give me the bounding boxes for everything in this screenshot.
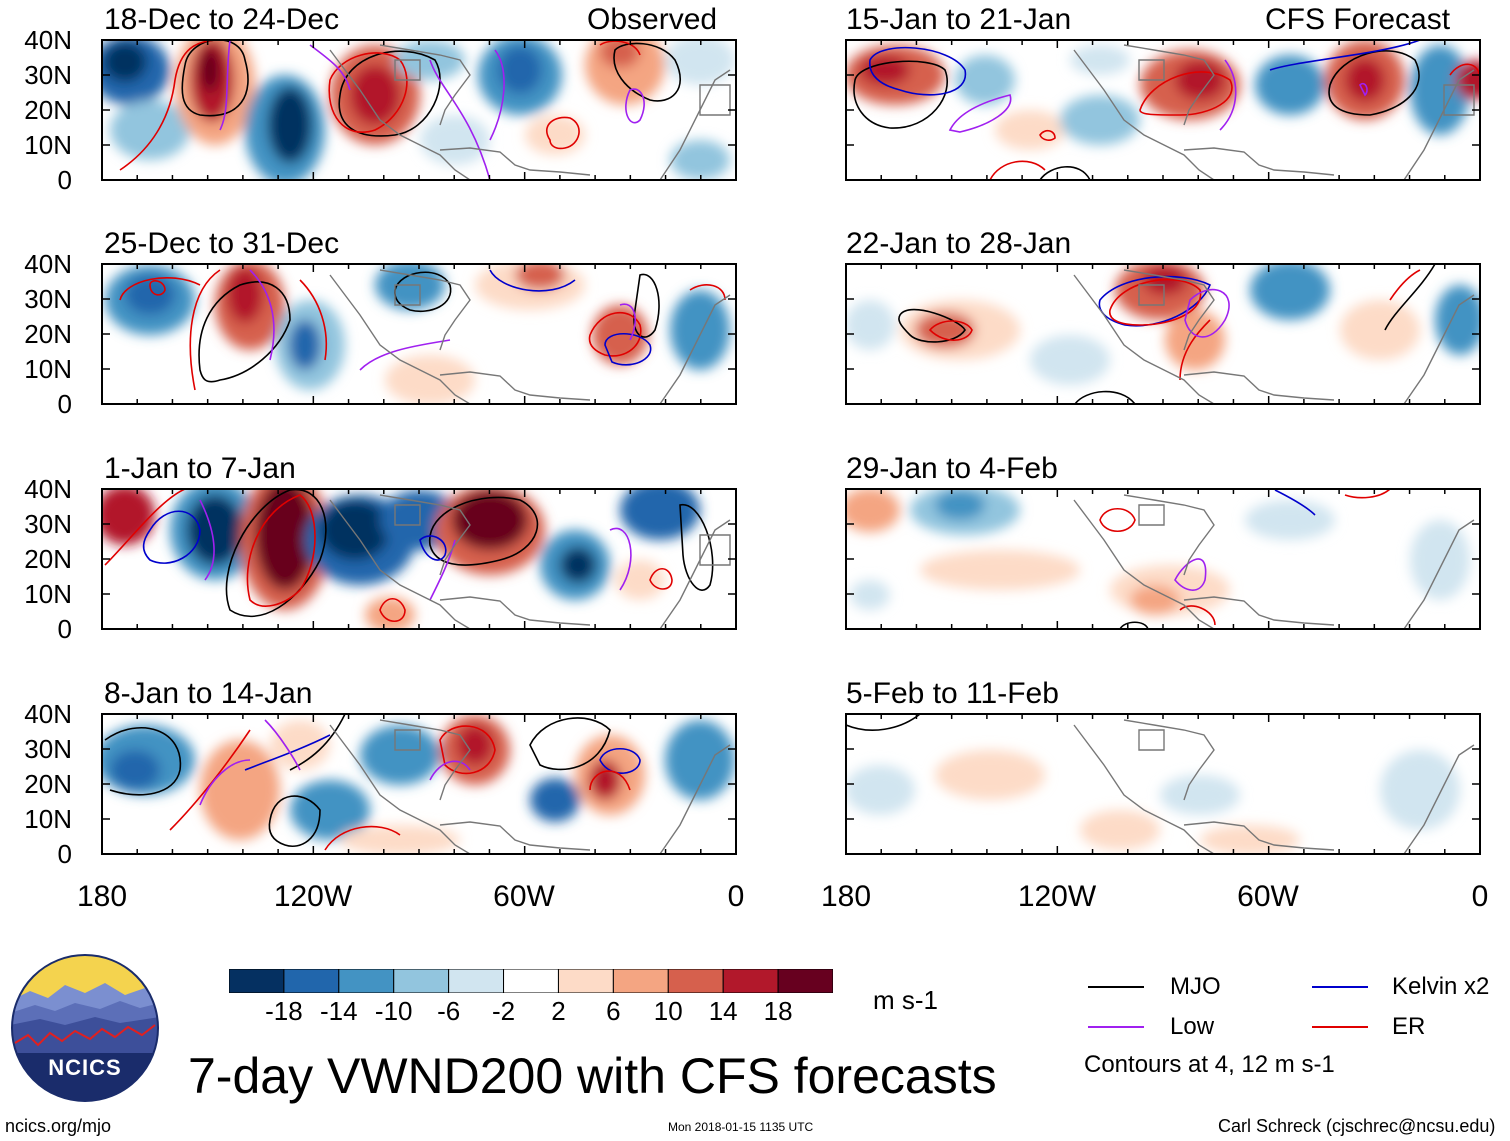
- colorbar-swatch: [612, 969, 669, 993]
- panel-l1-field: [102, 264, 736, 404]
- lat-label: 40N: [24, 249, 72, 279]
- lon-label-120w-right: 120W: [1017, 880, 1097, 913]
- colorbar-label: 2: [551, 996, 566, 1026]
- colorbar-swatch: [338, 969, 395, 993]
- cfs-forecast-header: CFS Forecast: [1265, 3, 1451, 36]
- colorbar-label: 6: [606, 996, 621, 1026]
- lat-label: 0: [57, 389, 72, 419]
- lon-label-180-right: 180: [820, 880, 872, 913]
- colorbar-label: 14: [708, 996, 738, 1026]
- legend-mjo-label: MJO: [1170, 973, 1221, 1000]
- legend-er-label: ER: [1392, 1013, 1426, 1040]
- lon-label-180-left: 180: [76, 880, 128, 913]
- colorbar-swatch: [393, 969, 450, 993]
- panel-l2-field: [102, 489, 736, 629]
- lat-label: 30N: [24, 60, 72, 90]
- colorbar-label: -14: [320, 996, 358, 1026]
- panel-title-l1: 25-Dec to 31-Dec: [104, 227, 340, 260]
- lon-label-120w-left: 120W: [273, 880, 353, 913]
- lon-label-0-left: 0: [727, 880, 745, 913]
- colorbar-swatch: [777, 969, 833, 993]
- lat-label: 20N: [24, 319, 72, 349]
- footer-timestamp: Mon 2018-01-15 1135 UTC: [668, 1120, 814, 1134]
- panel-r1-field: [846, 264, 1480, 404]
- lat-label: 20N: [24, 95, 72, 125]
- legend-er-line: [1312, 1026, 1368, 1028]
- legend-kelvin-line: [1312, 986, 1368, 988]
- panel-title-l2: 1-Jan to 7-Jan: [104, 452, 296, 485]
- colorbar-swatch: [229, 969, 285, 993]
- footer-credit: Carl Schreck (cjschrec@ncsu.edu): [1218, 1116, 1496, 1136]
- lat-label: 20N: [24, 544, 72, 574]
- lon-label-60w-left: 60W: [493, 880, 555, 913]
- colorbar-label: -2: [491, 996, 516, 1026]
- colorbar-label: -18: [265, 996, 303, 1026]
- colorbar-units: m s-1: [873, 985, 938, 1015]
- colorbar-label: 10: [653, 996, 683, 1026]
- lat-label: 40N: [24, 699, 72, 729]
- lat-label: 0: [57, 614, 72, 644]
- colorbar-swatch: [722, 969, 779, 993]
- lat-label: 40N: [24, 474, 72, 504]
- panel-r2-field: [846, 489, 1480, 629]
- panel-title-l3: 8-Jan to 14-Jan: [104, 677, 313, 710]
- footer-url[interactable]: ncics.org/mjo: [5, 1116, 112, 1136]
- legend-low-line: [1088, 1026, 1144, 1028]
- logo-text: NCICS: [48, 1055, 122, 1080]
- legend-kelvin-label: Kelvin x2: [1392, 973, 1490, 1000]
- lat-label: 0: [57, 165, 72, 195]
- legend-low-label: Low: [1170, 1013, 1215, 1040]
- lon-label-0-right: 0: [1471, 880, 1489, 913]
- panel-l0-field: [102, 40, 736, 180]
- contour-note: Contours at 4, 12 m s-1: [1084, 1051, 1335, 1078]
- lat-label: 10N: [24, 579, 72, 609]
- lat-label: 30N: [24, 284, 72, 314]
- lat-label: 40N: [24, 25, 72, 55]
- legend-mjo-line: [1088, 986, 1144, 988]
- panel-r3-field: [846, 714, 1480, 854]
- lat-label: 0: [57, 839, 72, 869]
- lat-label: 20N: [24, 769, 72, 799]
- colorbar-label: 18: [763, 996, 793, 1026]
- colorbar-label: -10: [374, 996, 413, 1026]
- colorbar-swatch: [557, 969, 614, 993]
- colorbar-label: -6: [437, 996, 461, 1026]
- colorbar-swatch: [667, 969, 724, 993]
- ncics-logo[interactable]: NCICS: [10, 953, 160, 1103]
- colorbar-swatch: [503, 969, 559, 993]
- panel-title-r3: 5-Feb to 11-Feb: [846, 677, 1059, 710]
- panel-title-r2: 29-Jan to 4-Feb: [846, 452, 1058, 485]
- panel-title-r1: 22-Jan to 28-Jan: [846, 227, 1072, 260]
- lon-label-60w-right: 60W: [1237, 880, 1299, 913]
- lat-label: 10N: [24, 354, 72, 384]
- panel-r0-field: [846, 40, 1480, 180]
- colorbar: [229, 969, 833, 993]
- colorbar-swatch: [283, 969, 340, 993]
- lat-label: 10N: [24, 804, 72, 834]
- lat-label: 10N: [24, 130, 72, 160]
- panel-l3-field: [102, 714, 736, 854]
- colorbar-swatch: [448, 969, 505, 993]
- panel-title-r0: 15-Jan to 21-Jan: [846, 3, 1072, 36]
- lat-label: 30N: [24, 509, 72, 539]
- observed-header: Observed: [587, 3, 718, 36]
- panel-title-l0: 18-Dec to 24-Dec: [104, 3, 340, 36]
- figure-title: 7-day VWND200 with CFS forecasts: [188, 1048, 997, 1104]
- lat-label: 30N: [24, 734, 72, 764]
